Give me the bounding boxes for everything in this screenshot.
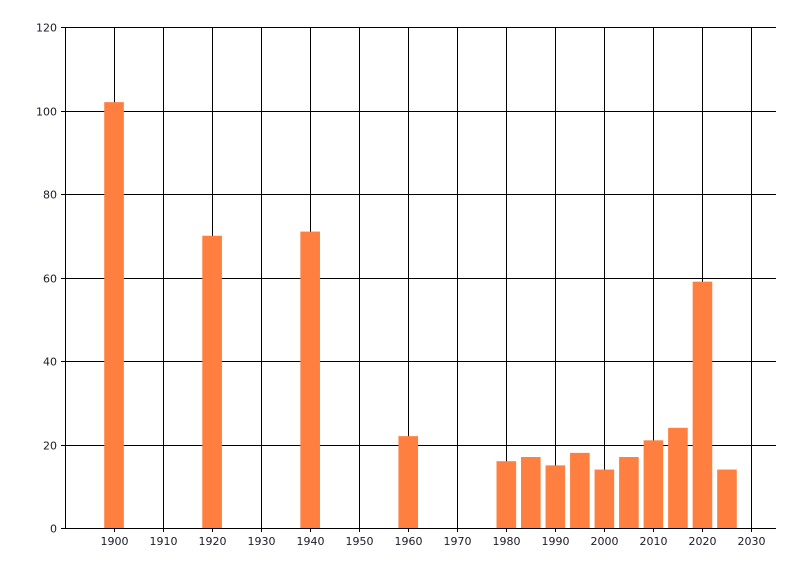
- y-tick-label: 0: [50, 523, 57, 536]
- x-tick-label: 2000: [591, 535, 619, 548]
- x-tick-label: 1900: [101, 535, 129, 548]
- bar: [545, 465, 566, 528]
- bar: [570, 452, 590, 528]
- bar: [496, 461, 517, 528]
- x-tick-label: 1920: [199, 535, 227, 548]
- x-tick-label: 1930: [248, 535, 276, 548]
- bar: [202, 235, 222, 528]
- x-tick-label: 1970: [444, 535, 472, 548]
- bar: [398, 436, 419, 528]
- x-tick-label: 1910: [150, 535, 178, 548]
- y-tick-label: 20: [43, 440, 57, 453]
- bar: [521, 457, 541, 528]
- bar: [104, 102, 124, 529]
- x-tick-label: 2020: [689, 535, 717, 548]
- bar: [300, 231, 320, 528]
- x-tick-label: 1940: [297, 535, 325, 548]
- bar: [643, 440, 664, 528]
- y-tick-label: 60: [43, 273, 57, 286]
- y-tick-label: 120: [36, 22, 57, 35]
- y-tick-label: 80: [43, 189, 57, 202]
- y-tick-label: 40: [43, 356, 57, 369]
- x-tick-label: 1990: [542, 535, 570, 548]
- bar: [692, 281, 713, 528]
- x-tick-label: 2010: [640, 535, 668, 548]
- y-tick-label: 100: [36, 106, 57, 119]
- x-tick-label: 1980: [493, 535, 521, 548]
- x-tick-label: 2030: [738, 535, 766, 548]
- bar: [594, 469, 615, 528]
- x-tick-label: 1950: [346, 535, 374, 548]
- bar: [668, 427, 688, 528]
- bar: [717, 469, 737, 528]
- x-tick-label: 1960: [395, 535, 423, 548]
- bar: [619, 457, 639, 528]
